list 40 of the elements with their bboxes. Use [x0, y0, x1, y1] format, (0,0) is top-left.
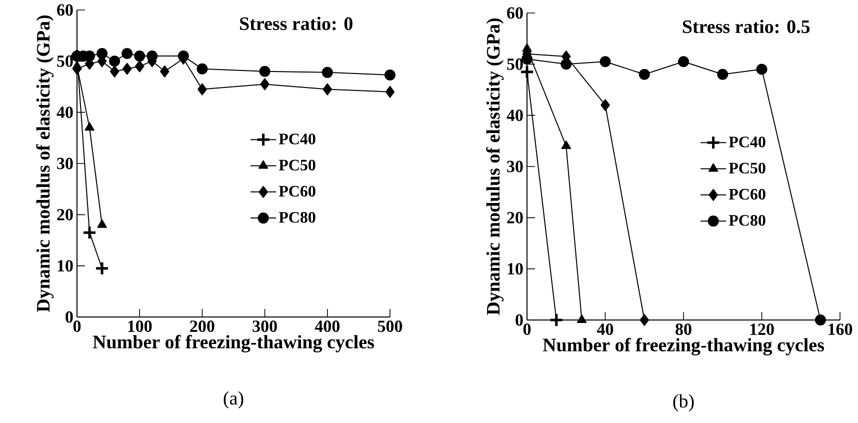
y-tick-label: 20	[57, 208, 73, 220]
y-tick-label: 20	[507, 212, 523, 224]
y-tick-label: 0	[66, 311, 73, 323]
y-axis-title: Dynamic modulus of elasticity (GPa)	[36, 16, 54, 312]
y-tick-label: 60	[507, 7, 523, 19]
y-tick-label: 10	[508, 263, 523, 275]
legend-label: PC60	[278, 186, 316, 197]
legend-label: PC80	[278, 212, 316, 223]
y-tick-label: 10	[58, 260, 73, 272]
legend-label: PC80	[728, 215, 766, 226]
chart-title: Stress ratio: 0	[240, 16, 352, 30]
text: (a)	[224, 391, 244, 409]
legend-label: PC40	[278, 134, 316, 144]
legend-label: PC50	[278, 160, 316, 171]
x-axis-title: Number of freezing-thawing cycles	[92, 334, 374, 352]
x-tick-label: 80	[676, 324, 692, 336]
text: (b)	[673, 394, 694, 412]
x-tick-label: 400	[314, 320, 340, 332]
x-tick-label: 200	[190, 320, 214, 332]
x-tick-label: 300	[252, 320, 277, 332]
x-tick-label: 500	[378, 320, 402, 332]
x-tick-label: 160	[828, 324, 852, 336]
chart-title: Stress ratio: 0.5	[682, 20, 810, 34]
y-tick-label: 60	[57, 4, 73, 16]
x-tick-label: 0	[73, 320, 81, 332]
x-axis-title: Number of freezing-thawing cycles	[542, 338, 824, 356]
y-tick-label: 40	[56, 106, 73, 118]
legend-label: PC40	[728, 136, 766, 148]
x-tick-label: 100	[128, 320, 152, 332]
y-tick-label: 50	[507, 58, 523, 70]
y-tick-label: 40	[506, 110, 523, 122]
x-tick-label: 120	[750, 324, 774, 336]
y-tick-label: 30	[57, 158, 73, 170]
x-tick-label: 40	[596, 324, 614, 336]
legend-label: PC50	[728, 162, 766, 174]
legend-label: PC60	[728, 188, 766, 200]
x-tick-label: 0	[523, 324, 531, 336]
y-axis-title: Dynamic modulus of elasticity (GPa)	[486, 18, 504, 315]
y-tick-label: 30	[507, 160, 523, 172]
y-tick-label: 50	[57, 55, 73, 67]
